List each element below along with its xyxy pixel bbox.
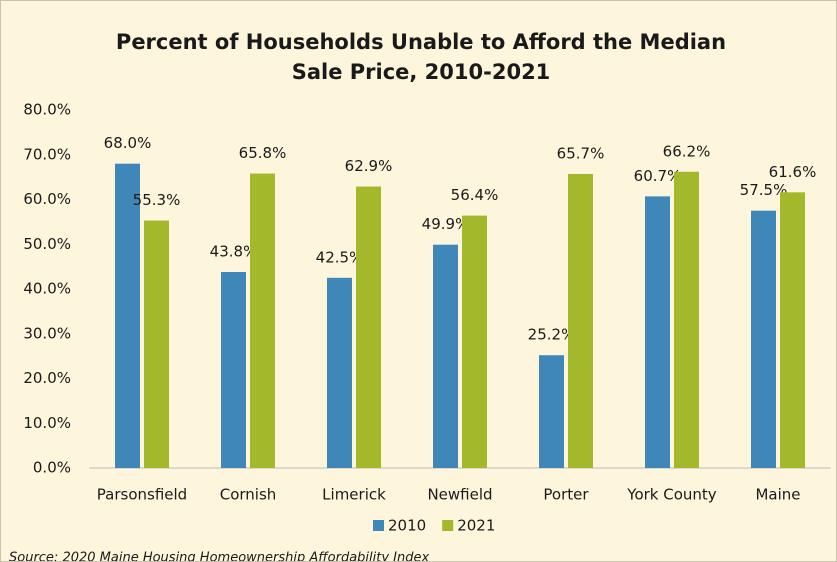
y-tick-label: 0.0% — [33, 459, 71, 477]
legend-label: 2021 — [457, 517, 495, 535]
bar — [144, 220, 169, 468]
bar — [250, 173, 275, 469]
x-tick-label: Limerick — [322, 486, 386, 504]
data-label: 66.2% — [663, 142, 711, 160]
chart-title: Percent of Households Unable to Afford t… — [115, 30, 727, 84]
data-label: 62.9% — [345, 157, 393, 175]
data-label: 56.4% — [451, 186, 499, 204]
x-tick-label: York County — [626, 486, 717, 504]
legend-swatch — [442, 520, 454, 531]
data-label: 42.5% — [316, 248, 364, 266]
source-note: Source: 2020 Maine Housing Homeownership… — [9, 551, 429, 562]
data-label: 68.0% — [104, 134, 152, 152]
bar — [780, 192, 805, 468]
legend-label: 2010 — [388, 517, 426, 535]
data-label: 25.2% — [528, 326, 576, 344]
data-label: 55.3% — [133, 191, 181, 209]
bar — [221, 271, 246, 468]
bar — [568, 173, 593, 468]
bar — [645, 196, 670, 468]
y-tick-label: 40.0% — [23, 280, 71, 298]
data-label: 60.7% — [634, 167, 682, 185]
bar — [356, 186, 381, 468]
bar — [327, 277, 352, 468]
x-tick-label: Parsonsfield — [97, 486, 187, 504]
data-label: 65.8% — [239, 144, 287, 162]
y-tick-label: 70.0% — [23, 145, 71, 163]
data-label: 61.6% — [769, 163, 817, 181]
data-label: 43.8% — [210, 242, 258, 260]
y-tick-label: 80.0% — [23, 101, 71, 119]
y-tick-label: 60.0% — [23, 190, 71, 208]
data-label: 49.9% — [422, 215, 470, 233]
data-label: 57.5% — [740, 181, 788, 199]
bar — [433, 244, 458, 468]
bar — [751, 210, 776, 468]
bar — [674, 171, 699, 468]
x-tick-label: Cornish — [220, 486, 277, 504]
x-tick-label: Porter — [543, 486, 589, 504]
x-tick-label: Maine — [755, 486, 800, 504]
legend-swatch — [373, 520, 384, 531]
bar — [462, 215, 487, 468]
y-tick-label: 20.0% — [23, 369, 71, 387]
data-label: 65.7% — [557, 144, 605, 162]
x-tick-label: Newfield — [427, 486, 492, 504]
y-tick-label: 50.0% — [23, 235, 71, 253]
y-tick-label: 10.0% — [23, 414, 71, 432]
bar — [539, 355, 564, 468]
y-tick-label: 30.0% — [23, 324, 71, 342]
bar — [115, 163, 140, 468]
